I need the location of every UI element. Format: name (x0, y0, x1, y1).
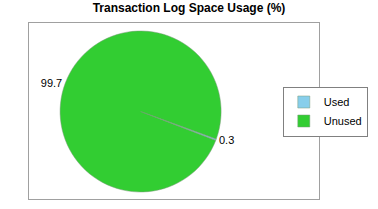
svg-text:99.7: 99.7 (41, 77, 62, 89)
svg-text:Used: Used (324, 96, 350, 108)
svg-text:Unused: Unused (324, 115, 362, 127)
svg-text:Transaction Log Space Usage (%: Transaction Log Space Usage (%) (93, 1, 286, 15)
svg-text:0.3: 0.3 (219, 134, 234, 146)
